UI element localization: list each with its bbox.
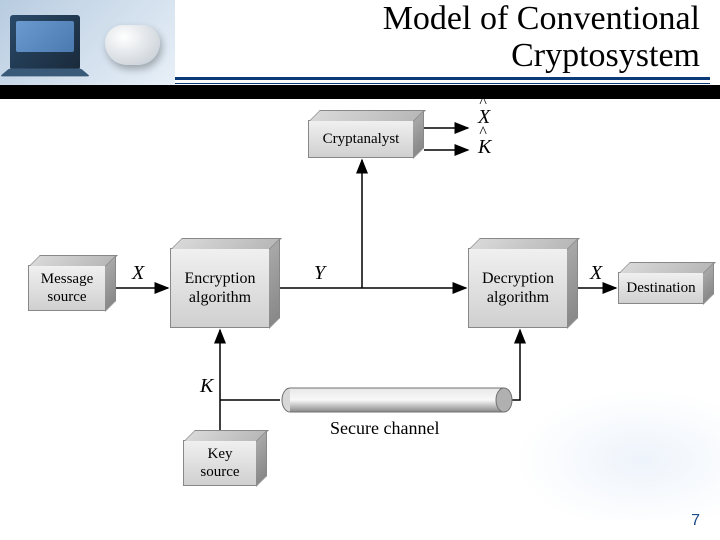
node-key-source: Keysource — [183, 440, 257, 486]
secure-channel-cylinder — [282, 388, 512, 412]
logo-image — [0, 0, 175, 85]
edge-label-y: Y — [314, 262, 325, 285]
node-cryptanalyst: Cryptanalyst — [308, 120, 414, 158]
node-decryption-label: Decryptionalgorithm — [469, 249, 567, 327]
diagram-arrows — [0, 100, 720, 520]
node-cryptanalyst-label: Cryptanalyst — [309, 121, 413, 157]
edge-label-khat: K^ — [478, 136, 491, 159]
node-encryption-label: Encryptionalgorithm — [171, 249, 269, 327]
node-message-source: Messagesource — [28, 265, 106, 311]
title-line-2: Cryptosystem — [511, 37, 700, 74]
edge-label-x1: X — [132, 262, 144, 285]
edge-label-x2: X — [590, 262, 602, 285]
cryptosystem-diagram: Messagesource Encryptionalgorithm Crypta… — [0, 100, 720, 520]
page-number: 7 — [691, 512, 700, 530]
slide-header: Model of Conventional Cryptosystem — [0, 0, 720, 95]
header-black-bar — [0, 85, 720, 99]
title-line-1: Model of Conventional — [383, 0, 700, 37]
title-area: Model of Conventional Cryptosystem — [175, 0, 710, 89]
node-encryption: Encryptionalgorithm — [170, 248, 270, 328]
node-key-source-label: Keysource — [184, 441, 256, 485]
secure-channel-label: Secure channel — [330, 418, 439, 439]
edge-label-k: K — [200, 375, 213, 398]
node-decryption: Decryptionalgorithm — [468, 248, 568, 328]
node-message-source-label: Messagesource — [29, 266, 105, 310]
node-destination-label: Destination — [619, 273, 703, 303]
slide-title: Model of Conventional Cryptosystem — [175, 0, 710, 75]
node-destination: Destination — [618, 272, 704, 304]
